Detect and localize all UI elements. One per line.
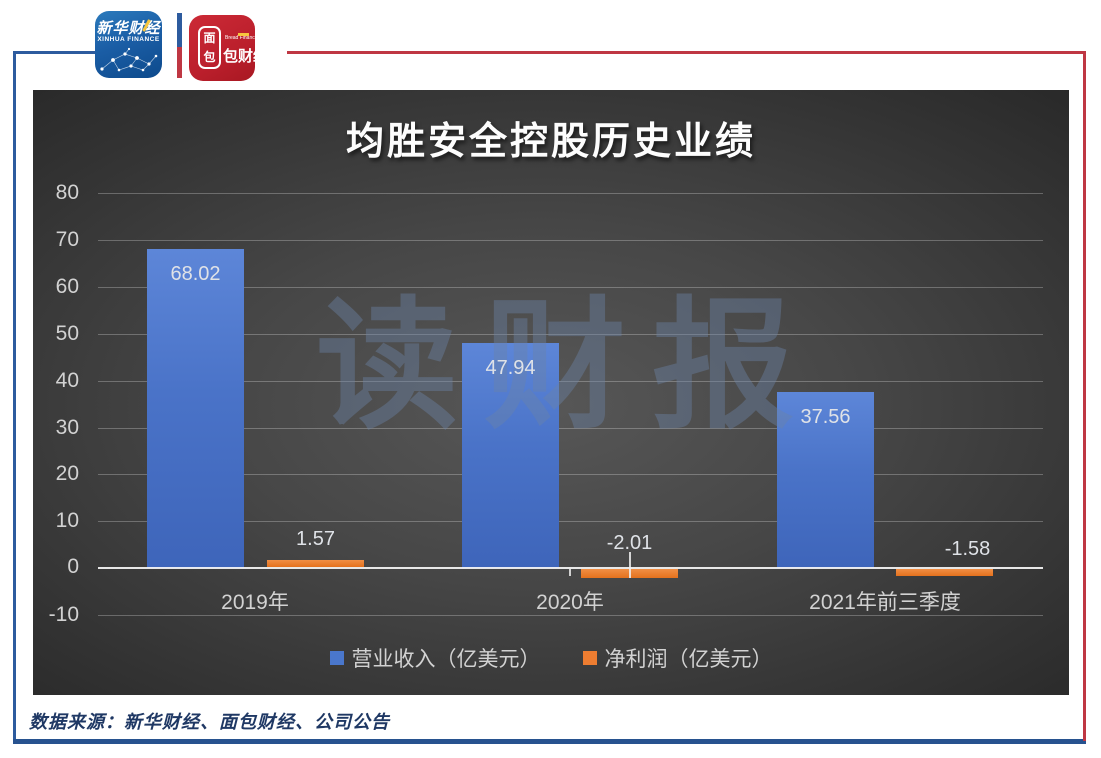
- data-label-revenue-2020: 47.94: [485, 357, 536, 379]
- y-tick-label: 0: [67, 555, 79, 578]
- chart-title: 均胜安全控股历史业绩: [345, 121, 756, 163]
- gridline: [98, 521, 1043, 522]
- y-tick-label: -10: [48, 603, 79, 626]
- y-tick-label: 50: [55, 322, 79, 345]
- y-tick-label: 20: [55, 462, 79, 485]
- gridline: [98, 428, 1043, 429]
- source-note: 数据来源：新华财经、面包财经、公司公告: [29, 712, 390, 732]
- zero-axis-line: [98, 567, 1043, 569]
- gridline: [98, 193, 1043, 194]
- frame-line-left: [13, 51, 16, 743]
- data-label-profit-2021q3: -1.58: [944, 538, 991, 560]
- y-tick-label: 70: [55, 228, 79, 251]
- bread-logo-subtitle: Bread Finance: [225, 35, 255, 41]
- logo-separator: [177, 13, 182, 78]
- xinhua-logo-title: 新华财经: [96, 21, 161, 37]
- data-label-revenue-2019: 68.02: [170, 263, 221, 285]
- y-tick-label: 40: [55, 369, 79, 392]
- bread-logo-glyph: 面 包: [198, 26, 221, 69]
- bread-logo-char-mian: 面: [203, 30, 216, 45]
- y-tick-label: 80: [55, 181, 79, 204]
- bar-revenue-2021q3: [777, 392, 874, 568]
- bread-finance-logo: 面 包 Bread Finance 包财经: [189, 15, 255, 81]
- legend-item-profit: 净利润（亿美元）: [582, 643, 773, 673]
- frame-line-top-right: [287, 51, 1086, 54]
- gridline: [98, 381, 1043, 382]
- legend-label-revenue: 营业收入（亿美元）: [351, 648, 541, 671]
- axis-tick: [569, 569, 571, 576]
- gridline: [98, 287, 1043, 288]
- legend-item-revenue: 营业收入（亿美元）: [329, 643, 541, 673]
- category-label-2021q3: 2021年前三季度: [809, 591, 961, 614]
- frame-line-bottom: [13, 739, 1086, 744]
- data-label-revenue-2021q3: 37.56: [800, 406, 851, 428]
- yellow-dash-icon: [238, 33, 249, 36]
- y-tick-label: 10: [55, 509, 79, 532]
- label-leader-line: [629, 552, 631, 578]
- frame-line-top-left: [13, 51, 95, 54]
- data-label-profit-2020: -2.01: [606, 532, 653, 554]
- bread-logo-char-bao: 包: [203, 50, 216, 65]
- legend: 营业收入（亿美元） 净利润（亿美元）: [33, 643, 1069, 673]
- data-label-profit-2019: 1.57: [296, 528, 335, 550]
- watermark: 读财报: [316, 287, 820, 446]
- bar-profit-2021q3: [896, 569, 993, 576]
- bar-revenue-2020: [462, 343, 559, 568]
- gridline: [98, 474, 1043, 475]
- category-label-2019: 2019年: [221, 591, 289, 614]
- gridline: [98, 334, 1043, 335]
- xinhua-finance-logo: 新华财经 XINHUA FINANCE: [95, 11, 162, 78]
- legend-swatch-profit-icon: [582, 651, 597, 665]
- frame-line-right: [1083, 51, 1086, 741]
- category-label-2020: 2020年: [536, 591, 604, 614]
- chart-area: 均胜安全控股历史业绩 80 70 60 50 40 30 20 10 0 -10…: [33, 90, 1069, 695]
- y-tick-label: 30: [55, 416, 79, 439]
- gridline: [98, 240, 1043, 241]
- gridline: [98, 615, 1043, 616]
- bread-logo-title: 包财经: [223, 48, 255, 65]
- legend-swatch-revenue-icon: [329, 651, 344, 665]
- xinhua-logo-subtitle: XINHUA FINANCE: [97, 36, 160, 43]
- legend-label-profit: 净利润（亿美元）: [604, 648, 773, 671]
- y-tick-label: 60: [55, 275, 79, 298]
- bar-profit-2019: [267, 560, 364, 567]
- constellation-icon: [100, 47, 158, 72]
- bar-revenue-2019: [147, 249, 244, 568]
